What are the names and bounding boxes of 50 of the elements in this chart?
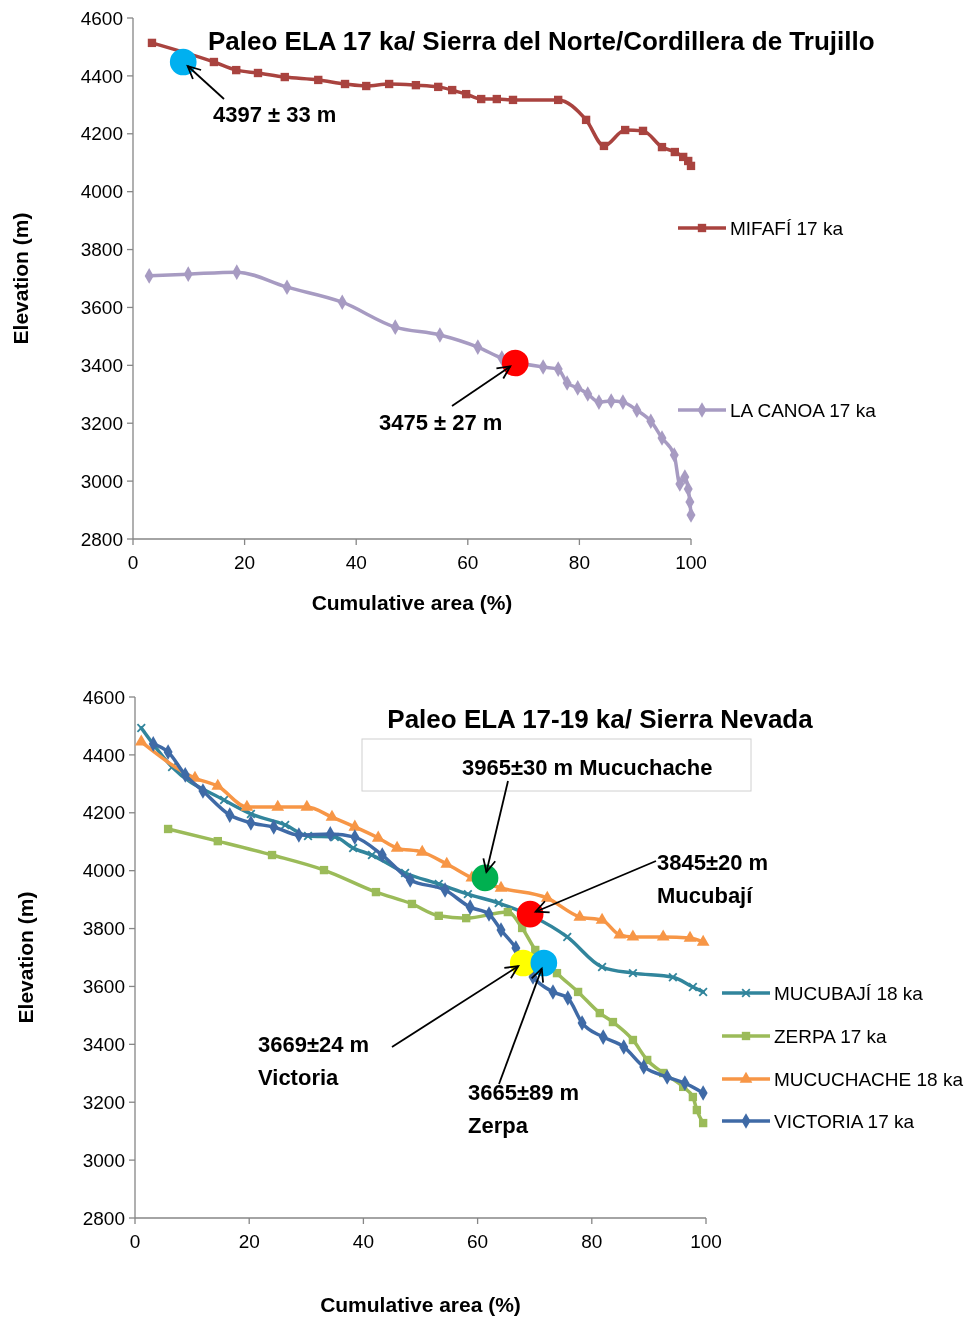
y-tick-label: 4200 [80,123,123,145]
y-tick-label: 4600 [80,7,123,29]
x-tick-label: 80 [581,1231,603,1252]
x-axis-title: Cumulative area (%) [311,591,513,614]
legend-label: MUCUBAJÍ 18 ka [774,982,924,1004]
x-tick-label: 40 [352,1231,374,1252]
y-tick-label: 2800 [82,1207,125,1229]
annotation: 3475 ± 27 m [379,410,503,435]
x-tick-label: 80 [568,552,590,573]
x-axis-title: Cumulative area (%) [320,1293,521,1316]
y-tick-label: 3600 [82,976,125,998]
annotation: 4397 ± 33 m [213,102,337,127]
chart-title: Paleo ELA 17-19 ka/ Sierra Nevada [387,704,814,734]
y-axis-title: Elevation (m) [9,212,32,345]
y-tick-label: 3000 [82,1149,125,1171]
x-tick-label: 100 [690,1231,722,1252]
x-tick-label: 60 [467,1231,489,1252]
y-tick-label: 2800 [80,528,123,550]
y-tick-label: 4200 [82,802,125,824]
y-tick-label: 4000 [80,181,123,203]
y-tick-label: 3200 [82,1091,125,1113]
y-tick-label: 3600 [80,297,123,319]
x-tick-label: 60 [457,552,479,573]
y-axis-title: Elevation (m) [14,891,37,1024]
legend-label: MUCUCHACHE 18 ka [774,1068,964,1090]
y-tick-label: 4400 [82,744,125,766]
y-tick-label: 3800 [80,239,123,261]
annotation: 3965±30 m Mucuchache [462,755,713,780]
legend-label: MIFAFÍ 17 ka [730,217,844,239]
y-tick-label: 3400 [82,1033,125,1055]
y-tick-label: 3800 [82,918,125,940]
y-tick-label: 4000 [82,860,125,882]
y-tick-label: 4400 [80,65,123,87]
y-tick-label: 3000 [80,470,123,492]
annotation: 3669±24 m Victoria [258,1032,370,1090]
chart-title: Paleo ELA 17 ka/ Sierra del Norte/Cordillera de Trujillo [208,26,875,56]
x-tick-label: 40 [345,552,367,573]
x-tick-label: 20 [238,1231,260,1252]
legend-label: ZERPA 17 ka [774,1025,888,1047]
legend-label: VICTORIA 17 ka [774,1110,915,1132]
annotation: 3845±20 m Mucubají [657,850,769,908]
x-tick-label: 100 [675,552,707,573]
y-tick-label: 3200 [80,412,123,434]
y-tick-label: 3400 [80,354,123,376]
annotation: 3665±89 m Zerpa [468,1080,580,1138]
x-tick-label: 20 [234,552,256,573]
x-tick-label: 0 [129,1231,141,1252]
x-tick-label: 0 [127,552,139,573]
y-tick-label: 4600 [82,686,125,708]
legend-label: LA CANOA 17 ka [730,399,877,421]
